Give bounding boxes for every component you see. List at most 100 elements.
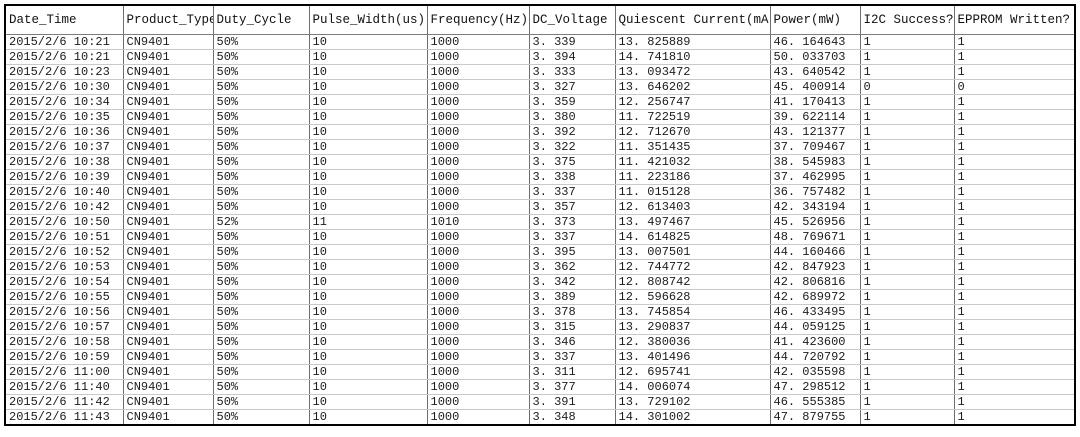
table-cell: 2015/2/6 10:23 xyxy=(5,64,124,80)
table-cell: 13. 007501 xyxy=(615,244,771,260)
column-header: Duty_Cycle xyxy=(213,5,310,35)
column-header: Pulse_Width(us) xyxy=(309,5,428,35)
table-cell: 12. 380036 xyxy=(615,334,771,350)
table-cell: 3. 377 xyxy=(529,379,616,395)
table-cell: 42. 806816 xyxy=(770,274,861,290)
table-cell: 10 xyxy=(309,319,428,335)
column-header: Product_Type xyxy=(123,5,214,35)
table-cell: CN9401 xyxy=(123,154,214,170)
table-cell: 10 xyxy=(309,334,428,350)
table-cell: 1 xyxy=(954,229,1075,245)
table-cell: 42. 035598 xyxy=(770,364,861,380)
table-row: 2015/2/6 10:59 CN9401 50% 10 1000 3. 337 13. 4… xyxy=(5,349,1075,365)
table-cell: 1000 xyxy=(427,334,530,350)
table-cell: 1 xyxy=(954,124,1075,140)
table-cell: 3. 342 xyxy=(529,274,616,290)
table-cell: 3. 322 xyxy=(529,139,616,155)
table-cell: 1000 xyxy=(427,379,530,395)
table-cell: 1 xyxy=(860,349,955,365)
table-row: 2015/2/6 10:58 CN9401 50% 10 1000 3. 346 12. 3… xyxy=(5,334,1075,350)
table-cell: 3. 337 xyxy=(529,349,616,365)
table-cell: 13. 745854 xyxy=(615,304,771,320)
table-cell: 1000 xyxy=(427,274,530,290)
table-cell: 10 xyxy=(309,409,428,425)
table-cell: 10 xyxy=(309,109,428,125)
table-cell: 1 xyxy=(954,199,1075,215)
table-cell: 1000 xyxy=(427,229,530,245)
table-cell: 1010 xyxy=(427,214,530,230)
table-cell: 12. 256747 xyxy=(615,94,771,110)
table-cell: 2015/2/6 10:21 xyxy=(5,34,124,50)
table-cell: 12. 712670 xyxy=(615,124,771,140)
table-cell: 13. 290837 xyxy=(615,319,771,335)
table-row: 2015/2/6 10:30 CN9401 50% 10 1000 3. 327 13. 6… xyxy=(5,79,1075,95)
table-cell: 2015/2/6 10:21 xyxy=(5,49,124,65)
table-cell: 1 xyxy=(860,409,955,425)
table-cell: 42. 847923 xyxy=(770,259,861,275)
table-cell: 1000 xyxy=(427,289,530,305)
table-cell: 14. 006074 xyxy=(615,379,771,395)
table-cell: 3. 378 xyxy=(529,304,616,320)
table-cell: 45. 400914 xyxy=(770,79,861,95)
table-cell: 1 xyxy=(860,49,955,65)
table-cell: 1 xyxy=(954,64,1075,80)
table-cell: 1 xyxy=(954,34,1075,50)
table-cell: CN9401 xyxy=(123,64,214,80)
table-cell: 1 xyxy=(860,139,955,155)
table-cell: 1000 xyxy=(427,64,530,80)
table-cell: 39. 622114 xyxy=(770,109,861,125)
table-cell: 50% xyxy=(213,124,310,140)
column-header: I2C Success? xyxy=(860,5,955,35)
table-cell: 11. 351435 xyxy=(615,139,771,155)
table-cell: 1 xyxy=(860,364,955,380)
column-header: Frequency(Hz) xyxy=(427,5,530,35)
table-cell: 10 xyxy=(309,169,428,185)
table-cell: 10 xyxy=(309,124,428,140)
table-cell: 2015/2/6 10:50 xyxy=(5,214,124,230)
table-cell: 1 xyxy=(954,319,1075,335)
table-cell: 50% xyxy=(213,394,310,410)
table-cell: 1 xyxy=(954,49,1075,65)
table-cell: 38. 545983 xyxy=(770,154,861,170)
table-cell: 1 xyxy=(860,94,955,110)
table-cell: 1000 xyxy=(427,409,530,425)
table-cell: 50% xyxy=(213,169,310,185)
table-cell: 10 xyxy=(309,244,428,260)
table-cell: CN9401 xyxy=(123,139,214,155)
table-cell: 50% xyxy=(213,199,310,215)
table-row: 2015/2/6 10:50 CN9401 52% 11 1010 3. 373 13. 4… xyxy=(5,214,1075,230)
table-cell: 45. 526956 xyxy=(770,214,861,230)
table-cell: 2015/2/6 10:55 xyxy=(5,289,124,305)
table-header-row: Date_Time Product_Type Duty_Cycle Pulse_Wid… xyxy=(5,5,1075,35)
measurement-log-table: Date_Time Product_Type Duty_Cycle Pulse_Wid… xyxy=(4,4,1076,426)
table-cell: 37. 462995 xyxy=(770,169,861,185)
table-cell: 50% xyxy=(213,49,310,65)
table-row: 2015/2/6 10:21 CN9401 50% 10 1000 3. 394 14. 7… xyxy=(5,49,1075,65)
table-cell: 50% xyxy=(213,379,310,395)
table-cell: 2015/2/6 10:37 xyxy=(5,139,124,155)
table-row: 2015/2/6 11:42 CN9401 50% 10 1000 3. 391 13. 7… xyxy=(5,394,1075,410)
table-cell: 3. 337 xyxy=(529,229,616,245)
table-cell: 11. 722519 xyxy=(615,109,771,125)
table-cell: 1000 xyxy=(427,154,530,170)
table-cell: CN9401 xyxy=(123,379,214,395)
table-cell: CN9401 xyxy=(123,244,214,260)
table-cell: 1 xyxy=(954,349,1075,365)
table-cell: 2015/2/6 10:53 xyxy=(5,259,124,275)
table-cell: 13. 729102 xyxy=(615,394,771,410)
table-cell: 48. 769671 xyxy=(770,229,861,245)
table-cell: 50% xyxy=(213,319,310,335)
table-cell: 50. 033703 xyxy=(770,49,861,65)
table-cell: 3. 395 xyxy=(529,244,616,260)
table-cell: 2015/2/6 10:39 xyxy=(5,169,124,185)
table-row: 2015/2/6 10:57 CN9401 50% 10 1000 3. 315 13. 2… xyxy=(5,319,1075,335)
table-cell: 3. 391 xyxy=(529,394,616,410)
table-cell: 14. 301002 xyxy=(615,409,771,425)
table-cell: 10 xyxy=(309,289,428,305)
table-cell: 1 xyxy=(860,169,955,185)
table-cell: 50% xyxy=(213,274,310,290)
table-cell: 1 xyxy=(954,169,1075,185)
table-cell: 3. 389 xyxy=(529,289,616,305)
table-cell: 1 xyxy=(860,124,955,140)
table-cell: 10 xyxy=(309,274,428,290)
